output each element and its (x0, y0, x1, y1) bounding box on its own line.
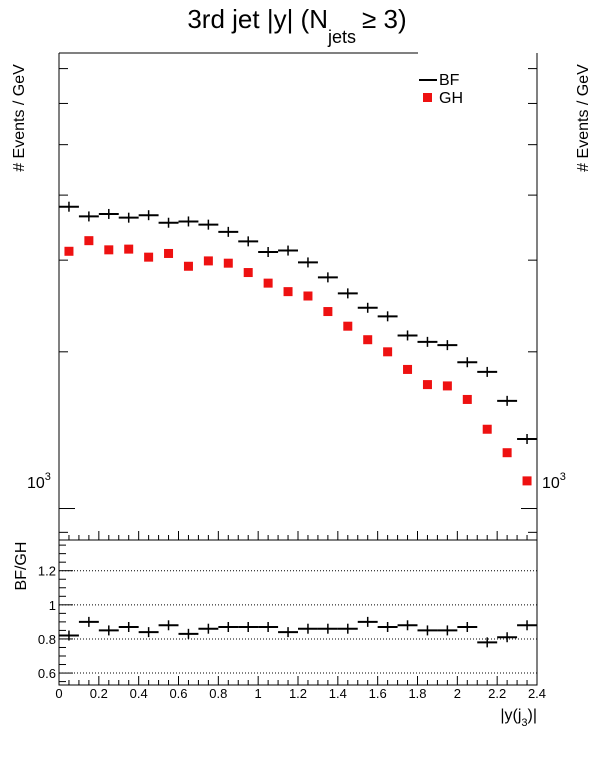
x-tick-label: 0.2 (90, 686, 108, 701)
gh-point (164, 248, 174, 258)
gh-point (482, 424, 492, 434)
ratio-panel: 0.6 0.8 1 1.2 BF/GH (13, 539, 538, 686)
x-axis-label-main: |y(j (500, 707, 521, 724)
legend: BF GH (419, 72, 463, 107)
legend-gh-marker (423, 93, 432, 102)
ratio-ticks: 0.6 0.8 1 1.2 (38, 544, 538, 685)
gh-point (323, 307, 333, 317)
gh-point (343, 321, 353, 331)
x-tick-label: 0.4 (130, 686, 148, 701)
y-tick-label-right-exp: 3 (560, 471, 566, 483)
y-tick-label-right: 103 (542, 471, 566, 492)
ratio-data (59, 616, 537, 648)
ratio-y-tick-label: 1.2 (38, 564, 56, 579)
x-axis-label-subscript: 3 (521, 717, 527, 729)
gh-point (403, 364, 413, 374)
x-tick-labels: 0 0.2 0.4 0.6 0.8 1 1.2 1.4 1.6 1.8 2 2.2 2.4 (55, 686, 546, 701)
gh-point (303, 291, 313, 301)
x-axis-label: |y(j3)| (500, 707, 537, 729)
gh-point (104, 245, 114, 255)
y-tick-label-left: 103 (27, 471, 51, 492)
ratio-y-tick-label: 0.6 (38, 666, 56, 681)
gh-point (223, 258, 233, 268)
gh-point (422, 380, 432, 390)
x-tick-label: 1.6 (369, 686, 387, 701)
gh-point (144, 252, 154, 262)
gh-point (183, 261, 193, 271)
legend-bf-label: BF (439, 72, 460, 89)
x-tick-label: 1.2 (289, 686, 307, 701)
x-tick-label: 2 (454, 686, 461, 701)
x-tick-label: 1.4 (329, 686, 347, 701)
gh-point (84, 236, 94, 246)
legend-gh-label: GH (439, 90, 463, 107)
main-ticks (58, 68, 538, 540)
ratio-y-tick-label: 1 (49, 598, 56, 613)
y-axis-label: # Events / GeV (11, 64, 28, 172)
gh-point (203, 256, 213, 266)
gh-point (243, 268, 253, 278)
x-axis-label-tail: )| (528, 707, 537, 724)
x-tick-label: 0.6 (169, 686, 187, 701)
main-data (59, 201, 537, 486)
chart-title-main: 3rd jet |y| (N (187, 4, 328, 34)
y-tick-label-left-base: 10 (27, 475, 45, 492)
y-tick-label-left-exp: 3 (45, 471, 51, 483)
chart-title-tail: ≥ 3) (362, 4, 407, 34)
x-tick-label: 2.4 (528, 686, 546, 701)
gh-point (263, 278, 273, 288)
x-tick-label: 2.2 (488, 686, 506, 701)
y-tick-label-right-base: 10 (542, 475, 560, 492)
x-tick-label: 0.8 (209, 686, 227, 701)
gh-point (462, 394, 472, 404)
x-tick-label: 0 (55, 686, 62, 701)
gh-point (522, 476, 532, 486)
chart-title-subscript: jets (327, 27, 356, 47)
gh-point (502, 448, 512, 458)
x-tick-label: 1.8 (408, 686, 426, 701)
gh-point (363, 335, 373, 345)
gh-point (124, 244, 134, 254)
y-axis-label-right: # Events / GeV (575, 64, 592, 172)
gh-point (64, 246, 74, 256)
gh-point (383, 347, 393, 357)
ratio-axis-label: BF/GH (13, 542, 30, 591)
x-tick-label: 1 (255, 686, 262, 701)
chart-title: 3rd jet |y| (Njets ≥ 3) (187, 4, 406, 47)
gh-point (283, 287, 293, 297)
gh-point (442, 381, 452, 391)
ratio-y-tick-label: 0.8 (38, 632, 56, 647)
